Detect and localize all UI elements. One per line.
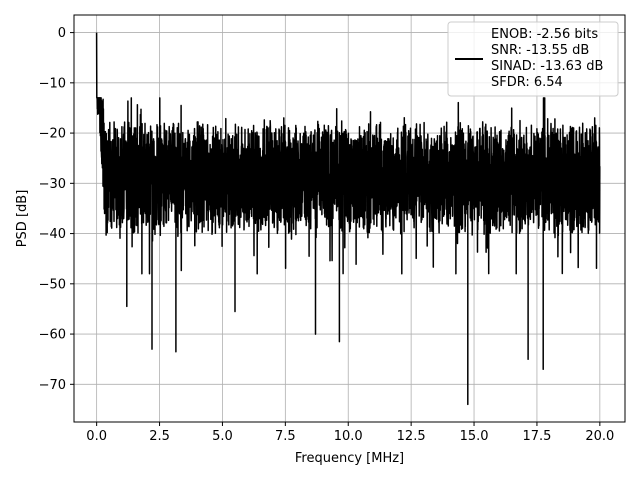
x-tick-label: 2.5 — [149, 429, 170, 444]
y-tick-label: −40 — [39, 227, 66, 242]
x-tick-label: 17.5 — [522, 429, 551, 444]
x-tick-label: 12.5 — [397, 429, 426, 444]
x-tick-label: 15.0 — [460, 429, 489, 444]
axes-frame — [73, 14, 626, 423]
legend-entry-snr: SNR: -13.55 dB — [491, 43, 589, 58]
x-tick-label: 20.0 — [585, 429, 614, 444]
plot-area — [95, 32, 601, 406]
y-tick-label: −20 — [39, 127, 66, 142]
legend-entry-enob: ENOB: -2.56 bits — [491, 27, 598, 42]
x-axis-label: Frequency [MHz] — [295, 451, 404, 466]
x-tick-label: 10.0 — [334, 429, 363, 444]
x-tick-label: 7.5 — [275, 429, 296, 444]
y-tick-label: −10 — [39, 76, 66, 91]
x-tick-label: 0.0 — [86, 429, 107, 444]
ticks: 0.0 2.5 5.0 7.5 10.0 12.5 15.0 17.5 20.0 0 −10 −20 −… — [39, 26, 615, 444]
legend-entry-sinad: SINAD: -13.63 dB — [491, 59, 603, 74]
x-tick-label: 5.0 — [212, 429, 233, 444]
legend-entry-sfdr: SFDR: 6.54 — [491, 75, 563, 90]
y-tick-label: −60 — [39, 328, 66, 343]
y-tick-label: −50 — [39, 277, 66, 292]
y-axis-label: PSD [dB] — [15, 190, 30, 248]
legend: ENOB: -2.56 bits SNR: -13.55 dB SINAD: -… — [447, 21, 619, 97]
y-tick-label: −30 — [39, 177, 66, 192]
y-tick-label: −70 — [39, 378, 66, 393]
legend-box — [447, 21, 619, 97]
psd-series-line — [95, 32, 601, 406]
y-tick-label: 0 — [58, 26, 66, 41]
